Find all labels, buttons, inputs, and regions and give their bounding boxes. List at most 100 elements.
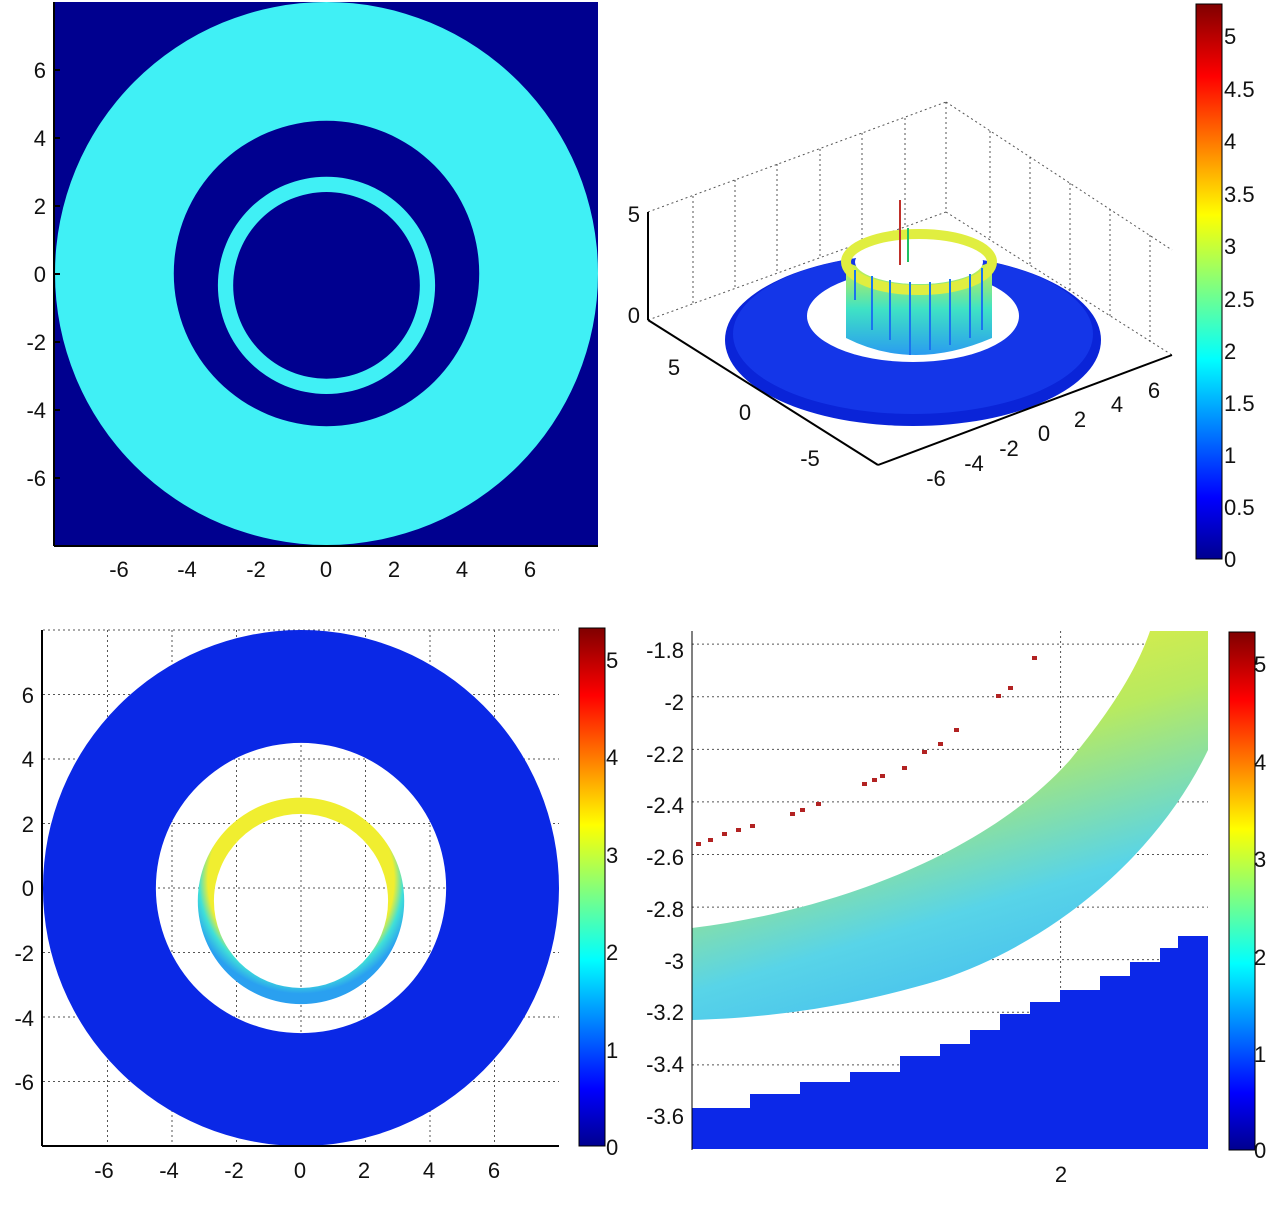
colorbar-tick: 3 [1224, 234, 1236, 259]
colorbar-tick: 4 [1254, 750, 1266, 775]
z-tick-label: 5 [628, 202, 640, 227]
y-tick-labels: 6 4 2 0 -2 -4 -6 [26, 58, 46, 491]
3d-axes [647, 212, 1173, 466]
x-tick-label: -6 [109, 557, 129, 582]
x-tick-label: 6 [524, 557, 536, 582]
x-tick-label: -4 [177, 557, 197, 582]
outlier-point [696, 842, 701, 846]
y-tick-label: -3.2 [646, 1000, 684, 1025]
colorbar-tick: 5 [1224, 24, 1236, 49]
colorbar-tick: 5 [606, 648, 618, 673]
x-tick-label: -2 [246, 557, 266, 582]
outlier-point [800, 808, 805, 812]
y-tick-label: 0 [22, 876, 34, 901]
x-tick-label: 2 [358, 1158, 370, 1183]
y-tick-label: -2.8 [646, 897, 684, 922]
colorbar-tick: 1 [1224, 443, 1236, 468]
x-tick-labels: -6 -4 -2 0 2 4 6 [94, 1158, 500, 1183]
colorbar-tick: 0.5 [1224, 495, 1255, 520]
y-tick-labels: 6 4 2 0 -2 -4 -6 [14, 683, 34, 1095]
chart-top-left: -6 -4 -2 0 2 4 6 6 4 2 0 -2 -4 -6 [26, 2, 598, 582]
colorbar: 5 4.5 4 3.5 3 2.5 2 1.5 1 0.5 0 [1195, 3, 1255, 572]
x-tick-label: 2 [388, 557, 400, 582]
y-tick-label: -2 [26, 330, 46, 355]
x-tick-label: -6 [94, 1158, 114, 1183]
x-tick-labels: 2 [1055, 1162, 1067, 1187]
x-tick-label: 0 [294, 1158, 306, 1183]
x-tick-label: -6 [926, 466, 946, 491]
outlier-point [880, 774, 885, 778]
3d-back-grid [647, 101, 1173, 356]
chart-bottom-right: -1.8 -2 -2.2 -2.4 -2.6 -2.8 -3 -3.2 -3.4… [646, 631, 1266, 1187]
y-tick-label: -2.2 [646, 742, 684, 767]
chart-top-right: 5 0 5 0 -5 -6 -4 -2 0 2 4 6 5 4.5 4 3.5 … [628, 3, 1255, 572]
outlier-point [708, 838, 713, 842]
outlier-point [954, 728, 959, 732]
y-tick-label: -3.6 [646, 1104, 684, 1129]
colorbar-tick: 3 [1254, 847, 1266, 872]
y-tick-label: -1.8 [646, 638, 684, 663]
y-tick-label: -6 [14, 1070, 34, 1095]
colorbar-tick: 2 [606, 940, 618, 965]
y-tick-label: -2.4 [646, 793, 684, 818]
colorbar-tick: 1 [606, 1038, 618, 1063]
x-tick-label: 6 [1148, 378, 1160, 403]
outlier-point [736, 828, 741, 832]
colorbar-tick: 4 [606, 745, 618, 770]
x-tick-labels: -6 -4 -2 0 2 4 6 [926, 378, 1160, 491]
colorbar: 5 4 3 2 1 0 [1228, 631, 1266, 1163]
outlier-points [696, 656, 1037, 846]
colorbar-tick: 2.5 [1224, 287, 1255, 312]
y-tick-label: -2.6 [646, 845, 684, 870]
outlier-point [872, 778, 877, 782]
band-region [692, 631, 1208, 1020]
y-tick-label: -4 [14, 1006, 34, 1031]
colorbar-tick: 5 [1254, 652, 1266, 677]
x-tick-label: 4 [423, 1158, 435, 1183]
outlier-point [922, 750, 927, 754]
x-tick-label: -4 [159, 1158, 179, 1183]
outlier-point [1008, 686, 1013, 690]
x-tick-labels: -6 -4 -2 0 2 4 6 [109, 557, 536, 582]
chart-bottom-left: -6 -4 -2 0 2 4 6 6 4 2 0 -2 -4 -6 5 4 3 … [14, 627, 618, 1183]
x-tick-label: 6 [488, 1158, 500, 1183]
colorbar-tick: 0 [606, 1135, 618, 1160]
outlier-point [750, 824, 755, 828]
colorbar-tick: 0 [1254, 1138, 1266, 1163]
y-tick-label: 0 [739, 400, 751, 425]
x-tick-label: 4 [456, 557, 468, 582]
x-tick-label: 2 [1074, 407, 1086, 432]
colorbar-tick: 4 [1224, 129, 1236, 154]
colorbar-tick: 4.5 [1224, 77, 1255, 102]
y-tick-label: 5 [668, 355, 680, 380]
y-tick-label: 4 [22, 747, 34, 772]
outlier-point [722, 832, 727, 836]
x-tick-label: 4 [1111, 392, 1123, 417]
y-tick-label: -5 [800, 446, 820, 471]
x-tick-label: -2 [224, 1158, 244, 1183]
z-tick-labels: 5 0 [628, 202, 640, 328]
x-tick-label: 0 [320, 557, 332, 582]
y-tick-labels: -1.8 -2 -2.2 -2.4 -2.6 -2.8 -3 -3.2 -3.4… [646, 638, 684, 1129]
y-tick-label: 0 [34, 262, 46, 287]
y-tick-label: 6 [22, 683, 34, 708]
outlier-point [862, 782, 867, 786]
y-tick-labels: 5 0 -5 [668, 355, 820, 471]
y-tick-label: -3.4 [646, 1052, 684, 1077]
y-tick-label: 2 [22, 812, 34, 837]
outer-ring [43, 630, 559, 1146]
lower-region [692, 936, 1208, 1149]
y-tick-label: -3 [664, 949, 684, 974]
y-tick-label: -4 [26, 398, 46, 423]
y-tick-label: -6 [26, 466, 46, 491]
outlier-point [996, 694, 1001, 698]
y-tick-label: 2 [34, 194, 46, 219]
colorbar-tick: 3.5 [1224, 182, 1255, 207]
outlier-point [902, 766, 907, 770]
colorbar-tick: 2 [1254, 945, 1266, 970]
colorbar: 5 4 3 2 1 0 [578, 627, 618, 1160]
y-tick-label: 6 [34, 58, 46, 83]
colorbar-tick: 3 [606, 843, 618, 868]
x-tick-label: 0 [1038, 421, 1050, 446]
y-tick-marks [54, 69, 60, 479]
